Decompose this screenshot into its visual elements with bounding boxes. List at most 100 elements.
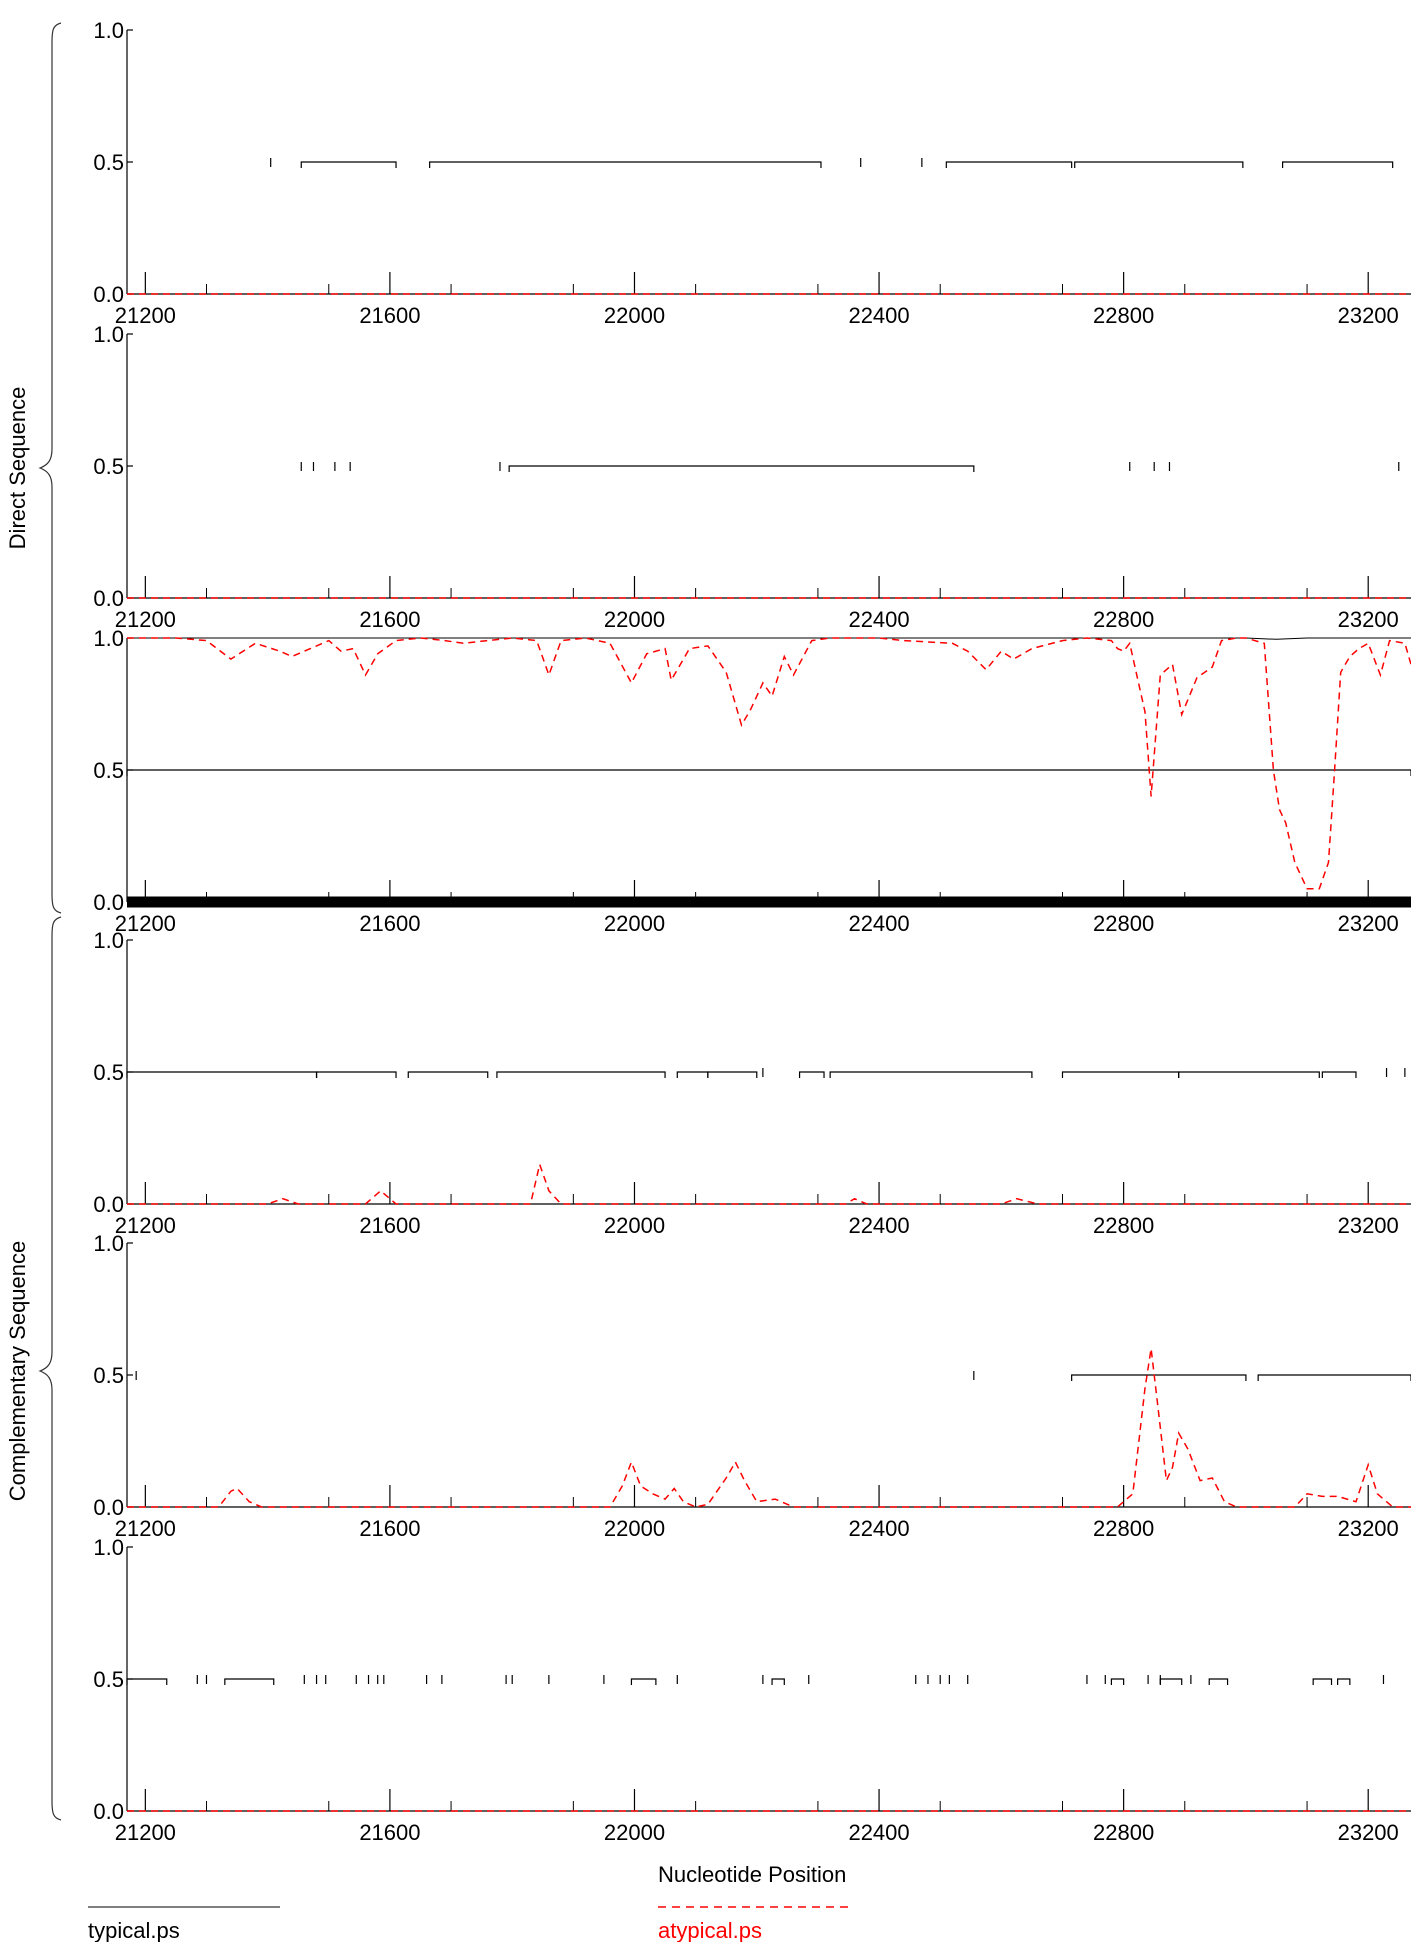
x-tick-label: 22400 [848,303,909,328]
y-tick-label: 0.5 [93,454,124,479]
orf-segment [1312,1678,1333,1685]
legend-label-typical: typical.ps [88,1918,180,1942]
x-tick-label: 22000 [604,911,665,936]
orf-segment [496,1071,666,1078]
x-tick-label: 23200 [1338,607,1399,632]
x-tick-label: 22400 [848,1820,909,1845]
y-tick-label: 0.5 [93,1363,124,1388]
x-tick-label: 22800 [1093,1516,1154,1541]
orf-segment [126,769,1411,776]
orf-segment [1074,161,1244,168]
y-tick-label: 1.0 [93,18,124,43]
orf-segment [676,1071,709,1078]
x-tick-label: 21600 [359,303,420,328]
x-tick-label: 21600 [359,607,420,632]
group-brace-direct [38,22,62,914]
x-tick-label: 21600 [359,1820,420,1845]
x-tick-label: 22800 [1093,1213,1154,1238]
orf-segment [1282,161,1394,168]
x-tick-label: 22400 [848,1516,909,1541]
y-tick-label: 0.5 [93,1667,124,1692]
x-tick-label: 22000 [604,303,665,328]
legend-item-atypical: atypical.ps [658,1906,850,1942]
orf-segment [630,1678,657,1685]
x-tick-label: 21200 [115,911,176,936]
x-tick-label: 22000 [604,607,665,632]
series-atypical [127,1161,1411,1205]
orf-segment [771,1678,785,1685]
orf-segment [1110,1678,1125,1685]
y-tick-label: 1.0 [93,626,124,651]
x-tick-label: 21600 [359,1516,420,1541]
panel-2: 0.0 0.5 1.0 21200 21600 22000 22400 22800 23200 [93,322,1411,632]
orf-segment [1208,1678,1229,1685]
x-tick-label: 23200 [1338,303,1399,328]
x-tick-label: 22000 [604,1820,665,1845]
orf-segment [707,1071,758,1078]
y-tick-label: 0.0 [93,890,124,915]
panel-4: 0.0 0.5 1.0 21200 21600 22000 22400 22800 23200 [93,928,1411,1238]
panel-1: 0.0 0.5 1.0 21200 21600 22000 22400 22800 23200 [93,18,1411,328]
y-tick-label: 0.0 [93,282,124,307]
x-tick-label: 22800 [1093,1820,1154,1845]
x-tick-label: 22400 [848,911,909,936]
x-tick-label: 23200 [1338,1516,1399,1541]
x-tick-label: 22400 [848,1213,909,1238]
x-tick-label: 22800 [1093,303,1154,328]
series-atypical [127,637,1411,890]
x-tick-label: 23200 [1338,1213,1399,1238]
y-tick-label: 1.0 [93,928,124,953]
panel-5: 0.0 0.5 1.0 21200 21600 22000 22400 22800 23200 [93,1231,1411,1541]
x-tick-label: 22800 [1093,607,1154,632]
series-typical [127,637,1411,640]
x-tick-label: 21200 [115,1516,176,1541]
orf-segment [1159,1678,1183,1685]
x-tick-label: 21200 [115,303,176,328]
y-tick-label: 0.0 [93,1192,124,1217]
orf-segment [315,1071,397,1078]
legend-label-atypical: atypical.ps [658,1918,762,1942]
x-tick-label: 22000 [604,1213,665,1238]
orf-segment [126,1071,318,1078]
x-tick-label: 22800 [1093,911,1154,936]
x-tick-label: 21200 [115,1820,176,1845]
y-tick-label: 1.0 [93,322,124,347]
y-tick-label: 1.0 [93,1535,124,1560]
x-tick-label: 23200 [1338,1820,1399,1845]
x-tick-label: 22400 [848,607,909,632]
x-tick-label: 21200 [115,1213,176,1238]
y-tick-label: 0.5 [93,758,124,783]
orf-segment [407,1071,489,1078]
legend: typical.ps atypical.ps [88,1906,850,1942]
orf-segment [224,1678,275,1685]
y-tick-label: 0.5 [93,150,124,175]
orf-segment [1337,1678,1351,1685]
series-atypical [127,1348,1411,1508]
orf-segment [126,1678,168,1685]
orf-segment [1257,1374,1411,1381]
group-complementary: Complementary Sequence [5,916,62,1821]
orf-segment [1061,1071,1180,1078]
orf-segment [1321,1071,1357,1078]
orf-segment [798,1071,825,1078]
panel-6: 0.0 0.5 1.0 21200 21600 22000 22400 22800 23200 [93,1535,1411,1845]
orf-segment [1178,1071,1320,1078]
orf-segment [945,161,1073,168]
group-brace-complementary [38,916,62,1821]
x-tick-label: 21200 [115,607,176,632]
group-label-complementary: Complementary Sequence [5,1241,30,1501]
x-axis-label: Nucleotide Position [658,1862,846,1887]
y-tick-label: 0.0 [93,1799,124,1824]
x-tick-label: 21600 [359,911,420,936]
orf-segment [429,161,822,168]
panel-3: 0.0 0.5 1.0 21200 21600 22000 22400 22800 23200 [93,626,1411,936]
x-tick-label: 21600 [359,1213,420,1238]
group-label-direct: Direct Sequence [5,387,30,550]
orf-segment [508,465,975,472]
orf-segment [829,1071,1033,1078]
x-tick-label: 23200 [1338,911,1399,936]
y-tick-label: 1.0 [93,1231,124,1256]
orf-segment [1071,1374,1247,1381]
